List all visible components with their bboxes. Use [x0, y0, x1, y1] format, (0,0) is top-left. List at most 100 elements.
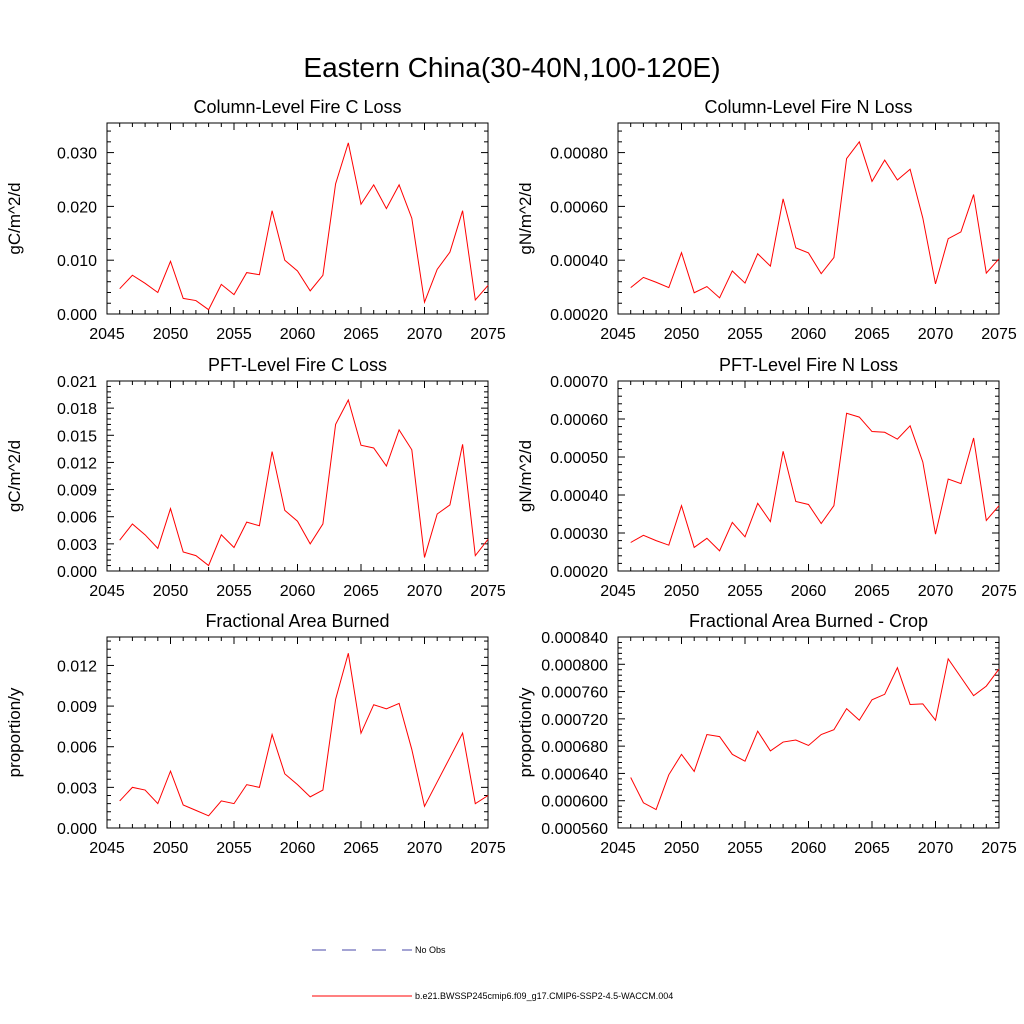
- x-tick-label: 2065: [854, 840, 890, 857]
- y-tick-label: 0.009: [57, 699, 97, 716]
- x-tick-label: 2070: [918, 583, 954, 600]
- y-tick-label: 0.000680: [541, 739, 608, 756]
- y-tick-label: 0.00040: [550, 488, 608, 505]
- x-tick-label: 2055: [216, 583, 252, 600]
- panel-title: Column-Level Fire C Loss: [193, 97, 401, 117]
- legend-item-model-run: b.e21.BWSSP245cmip6.f09_g17.CMIP6-SSP2-4…: [312, 991, 673, 1001]
- panel-title: Column-Level Fire N Loss: [704, 97, 912, 117]
- x-tick-label: 2050: [664, 840, 700, 857]
- series-line: [630, 412, 1000, 552]
- series-line: [630, 140, 1000, 299]
- x-tick-label: 2055: [216, 840, 252, 857]
- y-tick-label: 0.000840: [541, 630, 608, 647]
- y-tick-label: 0.009: [57, 483, 97, 500]
- y-axis-label: gC/m^2/d: [5, 440, 24, 512]
- x-tick-label: 2070: [407, 583, 443, 600]
- x-tick-label: 2050: [153, 326, 189, 343]
- x-tick-label: 2045: [600, 583, 636, 600]
- series-line: [119, 142, 489, 311]
- x-tick-label: 2075: [470, 326, 506, 343]
- y-tick-label: 0.000560: [541, 821, 608, 838]
- legend-label-no-obs: No Obs: [415, 945, 446, 955]
- x-tick-label: 2075: [981, 326, 1017, 343]
- chart-panel-3: PFT-Level Fire C Loss 2045 2050 2055 2060 206…: [5, 355, 506, 600]
- x-tick-label: 2055: [727, 326, 763, 343]
- panel-title: PFT-Level Fire C Loss: [208, 355, 387, 375]
- y-tick-label: 0.000760: [541, 685, 608, 702]
- y-tick-label: 0.00020: [550, 307, 608, 324]
- x-tick-label: 2055: [727, 583, 763, 600]
- y-tick-label: 0.000: [57, 307, 97, 324]
- y-tick-label: 0.00070: [550, 374, 608, 391]
- x-tick-label: 2050: [664, 583, 700, 600]
- x-tick-label: 2075: [981, 583, 1017, 600]
- chart-panel-5: Fractional Area Burned 2045 2050 2055 2060 20…: [5, 611, 506, 857]
- y-tick-label: 0.018: [57, 401, 97, 418]
- figure-title: Eastern China(30-40N,100-120E): [303, 52, 720, 83]
- y-tick-label: 0.030: [57, 146, 97, 163]
- x-tick-label: 2060: [791, 583, 827, 600]
- series-line: [119, 653, 489, 817]
- y-axis-label: gN/m^2/d: [516, 440, 535, 512]
- y-tick-label: 0.000: [57, 564, 97, 581]
- y-tick-label: 0.012: [57, 455, 97, 472]
- series-line: [119, 398, 489, 567]
- x-tick-label: 2045: [600, 840, 636, 857]
- y-axis-label: proportion/y: [516, 687, 535, 777]
- x-tick-label: 2075: [470, 840, 506, 857]
- chart-panels: Column-Level Fire C Loss 2045 2050 2055 2060…: [5, 97, 1017, 857]
- x-tick-label: 2060: [280, 840, 316, 857]
- panel-title: Fractional Area Burned: [205, 611, 389, 631]
- series-line: [630, 657, 1000, 811]
- y-tick-label: 0.003: [57, 537, 97, 554]
- y-tick-label: 0.000720: [541, 712, 608, 729]
- y-tick-label: 0.006: [57, 740, 97, 757]
- y-tick-label: 0.00060: [550, 199, 608, 216]
- y-tick-label: 0.000600: [541, 794, 608, 811]
- y-tick-label: 0.00030: [550, 526, 608, 543]
- x-tick-label: 2060: [280, 583, 316, 600]
- x-tick-label: 2060: [280, 326, 316, 343]
- y-tick-label: 0.00020: [550, 564, 608, 581]
- x-tick-label: 2045: [600, 326, 636, 343]
- x-tick-label: 2050: [664, 326, 700, 343]
- y-tick-label: 0.00050: [550, 450, 608, 467]
- y-axis-label: gN/m^2/d: [516, 182, 535, 254]
- y-tick-label: 0.012: [57, 658, 97, 675]
- x-tick-label: 2050: [153, 840, 189, 857]
- chart-panel-6: Fractional Area Burned - Crop 2045 2050 205…: [516, 611, 1017, 857]
- legend-label-model-run: b.e21.BWSSP245cmip6.f09_g17.CMIP6-SSP2-4…: [415, 991, 673, 1001]
- chart-panel-4: PFT-Level Fire N Loss 2045 2050 2055 2060 206…: [516, 355, 1017, 600]
- y-tick-label: 0.000: [57, 821, 97, 838]
- x-tick-label: 2045: [89, 840, 125, 857]
- x-tick-label: 2045: [89, 326, 125, 343]
- y-tick-label: 0.00060: [550, 412, 608, 429]
- x-tick-label: 2070: [407, 326, 443, 343]
- y-tick-label: 0.00040: [550, 253, 608, 270]
- x-tick-label: 2055: [216, 326, 252, 343]
- x-tick-label: 2070: [918, 840, 954, 857]
- legend-item-no-obs: No Obs: [312, 945, 446, 955]
- x-tick-label: 2055: [727, 840, 763, 857]
- x-tick-label: 2070: [918, 326, 954, 343]
- y-tick-label: 0.020: [57, 199, 97, 216]
- x-tick-label: 2060: [791, 326, 827, 343]
- panel-title: Fractional Area Burned - Crop: [689, 611, 928, 631]
- x-tick-label: 2060: [791, 840, 827, 857]
- chart-panel-1: Column-Level Fire C Loss 2045 2050 2055 2060…: [5, 97, 506, 343]
- y-tick-label: 0.015: [57, 428, 97, 445]
- x-tick-label: 2050: [153, 583, 189, 600]
- x-tick-label: 2075: [981, 840, 1017, 857]
- y-axis-label: gC/m^2/d: [5, 182, 24, 254]
- y-tick-label: 0.021: [57, 374, 97, 391]
- y-tick-label: 0.00080: [550, 146, 608, 163]
- y-tick-label: 0.006: [57, 510, 97, 527]
- x-tick-label: 2065: [343, 583, 379, 600]
- y-tick-label: 0.000800: [541, 657, 608, 674]
- x-tick-label: 2065: [854, 583, 890, 600]
- panel-title: PFT-Level Fire N Loss: [719, 355, 898, 375]
- x-tick-label: 2065: [343, 326, 379, 343]
- chart-panel-2: Column-Level Fire N Loss 2045 2050 2055 2060…: [516, 97, 1017, 343]
- x-tick-label: 2065: [343, 840, 379, 857]
